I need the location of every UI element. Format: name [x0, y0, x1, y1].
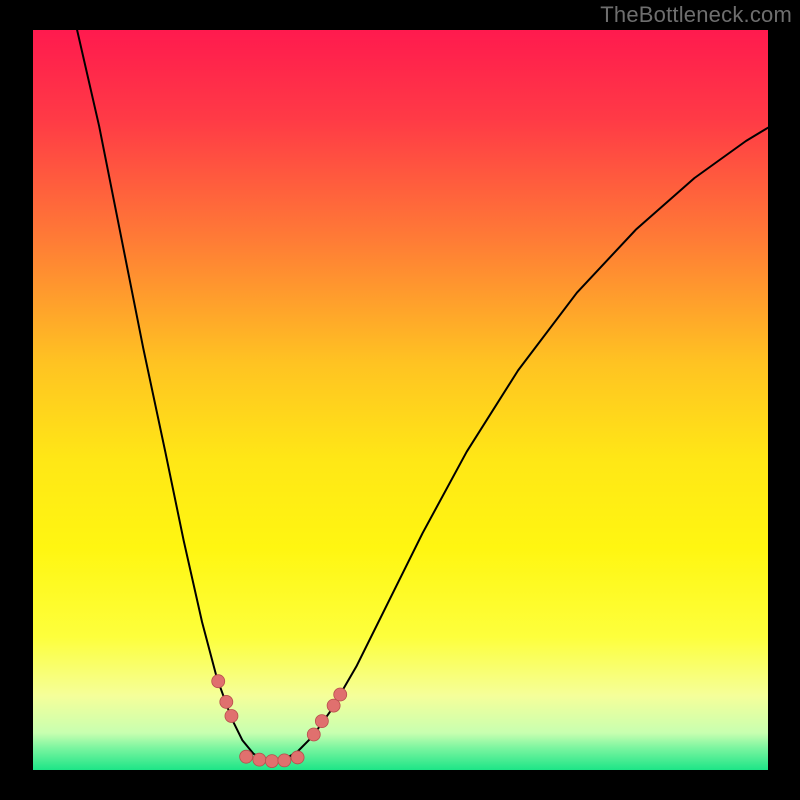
data-marker [240, 750, 253, 763]
data-marker [278, 754, 291, 767]
marker-group [212, 675, 347, 768]
data-marker [291, 751, 304, 764]
data-marker [220, 695, 233, 708]
curve-path [77, 30, 768, 763]
data-marker [334, 688, 347, 701]
data-marker [225, 709, 238, 722]
data-marker [307, 728, 320, 741]
data-marker [315, 715, 328, 728]
data-marker [265, 755, 278, 768]
figure-root: TheBottleneck.com [0, 0, 800, 800]
plot-area [33, 30, 768, 770]
data-marker [253, 753, 266, 766]
chart-svg-layer [33, 30, 768, 770]
data-marker [212, 675, 225, 688]
watermark-text: TheBottleneck.com [600, 2, 792, 28]
